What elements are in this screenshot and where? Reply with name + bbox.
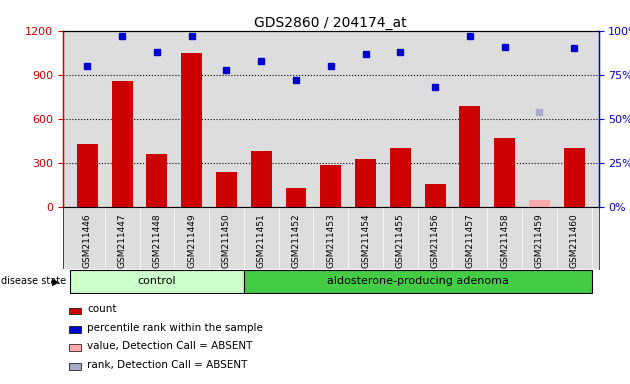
Text: ▶: ▶ [52, 276, 59, 286]
Text: GSM211457: GSM211457 [466, 214, 474, 268]
Text: disease state: disease state [1, 276, 66, 286]
Title: GDS2860 / 204174_at: GDS2860 / 204174_at [255, 16, 407, 30]
Text: value, Detection Call = ABSENT: value, Detection Call = ABSENT [87, 341, 252, 351]
Bar [285, 188, 306, 207]
Bar [77, 144, 98, 207]
Bar [425, 184, 445, 207]
Bar [320, 165, 341, 207]
Text: control: control [137, 276, 176, 286]
Text: GSM211456: GSM211456 [430, 214, 440, 268]
Bar [564, 149, 585, 207]
Text: GSM211448: GSM211448 [152, 214, 161, 268]
Text: GSM211446: GSM211446 [83, 214, 92, 268]
Text: GSM211458: GSM211458 [500, 214, 509, 268]
Bar [390, 149, 411, 207]
Text: GSM211452: GSM211452 [292, 214, 301, 268]
Bar [251, 151, 272, 207]
Bar [459, 106, 480, 207]
Text: GSM211447: GSM211447 [118, 214, 127, 268]
Bar [181, 53, 202, 207]
Bar [112, 81, 132, 207]
Text: GSM211451: GSM211451 [256, 214, 266, 268]
Text: GSM211450: GSM211450 [222, 214, 231, 268]
Text: GSM211449: GSM211449 [187, 214, 196, 268]
Text: GSM211454: GSM211454 [361, 214, 370, 268]
Text: GSM211459: GSM211459 [535, 214, 544, 268]
Bar [70, 270, 244, 293]
Bar [494, 138, 515, 207]
Text: count: count [87, 304, 117, 314]
Text: GSM211460: GSM211460 [570, 214, 579, 268]
Bar [244, 270, 592, 293]
Bar [529, 200, 550, 207]
Text: percentile rank within the sample: percentile rank within the sample [87, 323, 263, 333]
Text: GSM211453: GSM211453 [326, 214, 335, 268]
Text: aldosterone-producing adenoma: aldosterone-producing adenoma [327, 276, 508, 286]
Text: GSM211455: GSM211455 [396, 214, 405, 268]
Bar [146, 154, 168, 207]
Bar [216, 172, 237, 207]
Text: rank, Detection Call = ABSENT: rank, Detection Call = ABSENT [87, 359, 248, 370]
Bar [355, 159, 376, 207]
